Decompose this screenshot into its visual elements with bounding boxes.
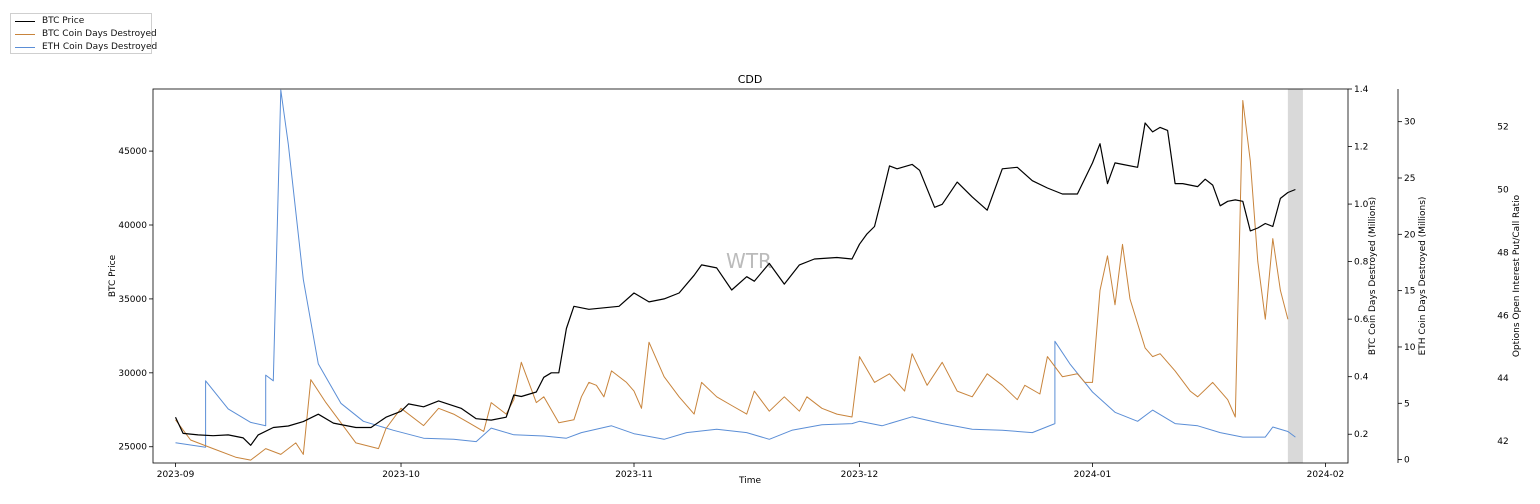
y-tick-label-btc-cdd: 1.4 xyxy=(1354,85,1369,95)
y-tick-label-put-call-ratio: 52 xyxy=(1497,123,1508,133)
y-tick-label-btc-cdd: 1.0 xyxy=(1354,200,1369,210)
y-tick-label-btc-cdd: 0.4 xyxy=(1354,373,1369,383)
y-tick-label-btc-price: 35000 xyxy=(118,295,147,305)
plot-background xyxy=(153,89,1348,463)
y-tick-label-put-call-ratio: 46 xyxy=(1497,311,1509,321)
x-tick-label: 2024-01 xyxy=(1074,470,1112,480)
series-layer xyxy=(174,89,1296,461)
x-tick-label: 2023-10 xyxy=(382,470,420,480)
watermark: WTR xyxy=(726,249,772,273)
shaded-region xyxy=(1287,89,1303,463)
y-axis-btc-price: 25000 30000 35000 40000 45000 xyxy=(118,147,153,453)
legend-label-eth-cdd: ETH Coin Days Destroyed xyxy=(42,42,158,52)
x-tick-label: 2023-11 xyxy=(615,470,653,480)
legend-entry-eth-cdd: ETH Coin Days Destroyed xyxy=(15,41,157,54)
series-line-btc-price xyxy=(174,122,1296,446)
legend-entry-btc-cdd: BTC Coin Days Destroyed xyxy=(15,28,157,41)
y-tick-label-eth-cdd: 25 xyxy=(1404,174,1415,184)
y-axis-label-btc-price: BTC Price xyxy=(108,254,118,297)
x-axis-label: Time xyxy=(738,476,761,486)
series-line-eth-coin-days-destroyed xyxy=(175,89,1296,448)
y-tick-label-eth-cdd: 30 xyxy=(1404,118,1416,128)
y-tick-label-btc-price: 25000 xyxy=(118,443,147,453)
y-axis-put-call-ratio: 42 44 46 48 50 52 xyxy=(1497,123,1509,447)
y-axis-eth-cdd: 0 5 10 15 20 25 30 xyxy=(1397,89,1416,466)
y-tick-label-btc-price: 45000 xyxy=(118,147,147,157)
y-tick-label-put-call-ratio: 42 xyxy=(1497,437,1508,447)
y-tick-label-btc-cdd: 0.6 xyxy=(1354,315,1369,325)
y-tick-label-btc-cdd: 0.8 xyxy=(1354,258,1369,268)
legend-swatch-btc-price xyxy=(15,21,35,22)
y-tick-label-eth-cdd: 10 xyxy=(1404,343,1416,353)
y-tick-label-put-call-ratio: 48 xyxy=(1497,248,1509,258)
legend-label-btc-cdd: BTC Coin Days Destroyed xyxy=(42,29,157,39)
x-tick-label: 2024-02 xyxy=(1307,470,1345,480)
legend-swatch-btc-cdd xyxy=(15,34,35,35)
legend-swatch-eth-cdd xyxy=(15,47,35,48)
y-axis-label-eth-cdd: ETH Coin Days Destroyed (Millions) xyxy=(1418,197,1428,356)
legend-label-btc-price: BTC Price xyxy=(42,16,85,26)
y-tick-label-eth-cdd: 0 xyxy=(1404,456,1410,466)
chart-title: CDD xyxy=(738,73,763,86)
plot-frame xyxy=(152,88,1349,464)
x-axis: 2023-09 2023-10 2023-11 2023-12 2024-01 2024-… xyxy=(157,463,1345,480)
x-tick-label: 2023-12 xyxy=(841,470,879,480)
y-tick-label-put-call-ratio: 50 xyxy=(1497,186,1509,196)
y-tick-label-put-call-ratio: 44 xyxy=(1497,374,1509,384)
y-tick-label-eth-cdd: 20 xyxy=(1404,230,1416,240)
y-tick-label-btc-cdd: 1.2 xyxy=(1354,143,1368,153)
y-tick-label-eth-cdd: 5 xyxy=(1404,399,1410,409)
y-tick-label-btc-price: 30000 xyxy=(118,369,147,379)
legend: BTC Price BTC Coin Days Destroyed ETH Co… xyxy=(10,13,157,54)
x-tick-label: 2023-09 xyxy=(157,470,195,480)
series-line-btc-coin-days-destroyed xyxy=(175,100,1289,461)
y-tick-label-eth-cdd: 15 xyxy=(1404,287,1415,297)
y-tick-label-btc-price: 40000 xyxy=(118,221,147,231)
y-axis-label-btc-cdd: BTC Coin Days Destroyed (Millions) xyxy=(1368,197,1378,355)
y-axis-btc-cdd: 0.2 0.4 0.6 0.8 1.0 1.2 1.4 xyxy=(1348,85,1369,440)
y-tick-label-btc-cdd: 0.2 xyxy=(1354,430,1368,440)
legend-entry-btc-price: BTC Price xyxy=(15,15,151,28)
y-axis-label-put-call-ratio: Options Open Interest Put/Call Ratio xyxy=(1512,194,1522,357)
